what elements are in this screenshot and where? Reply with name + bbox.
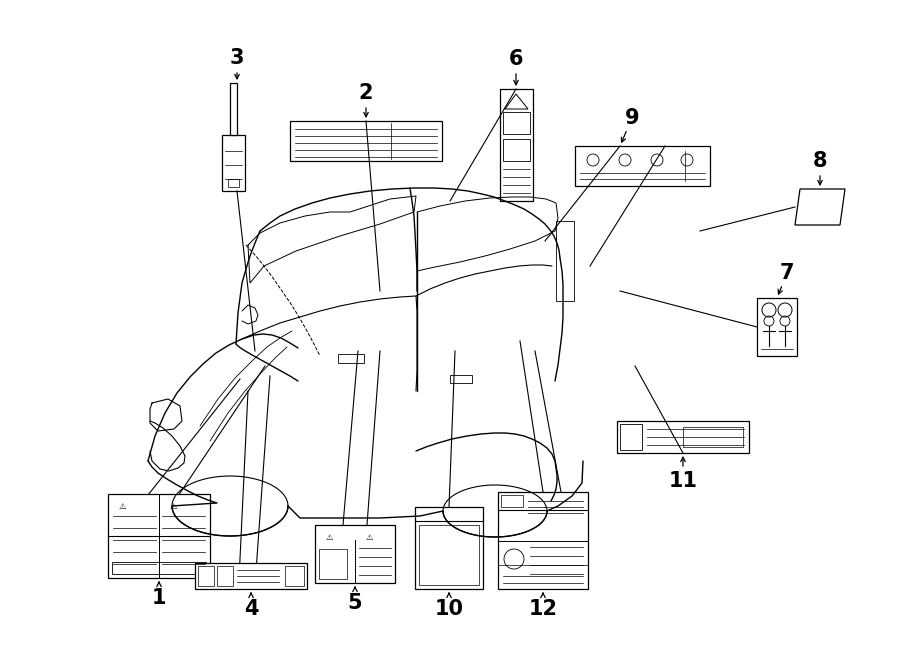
Text: 10: 10	[435, 599, 464, 619]
Text: 9: 9	[625, 108, 639, 128]
Bar	[620, 424, 642, 450]
Bar	[498, 492, 588, 589]
Bar	[338, 354, 364, 363]
Polygon shape	[795, 189, 845, 225]
Bar	[319, 549, 347, 579]
Text: ⚠: ⚠	[365, 533, 373, 541]
Bar	[285, 566, 304, 586]
Bar	[290, 121, 442, 161]
Bar	[757, 298, 797, 356]
Text: 11: 11	[669, 471, 698, 491]
Bar	[315, 525, 395, 583]
Bar	[230, 83, 237, 135]
Text: ⚠: ⚠	[169, 502, 176, 510]
Bar	[500, 89, 533, 201]
Text: 3: 3	[230, 48, 244, 68]
Bar	[683, 427, 743, 447]
Text: 12: 12	[528, 599, 557, 619]
Text: 6: 6	[508, 49, 523, 69]
Bar	[228, 179, 239, 187]
Text: 2: 2	[359, 83, 374, 103]
Text: 8: 8	[813, 151, 827, 171]
Bar	[450, 375, 472, 383]
Text: 4: 4	[244, 599, 258, 619]
Bar	[415, 507, 483, 589]
Bar	[217, 566, 233, 586]
Text: ⚠: ⚠	[325, 533, 333, 541]
Text: 1: 1	[152, 588, 166, 608]
Bar	[198, 566, 214, 586]
Text: 7: 7	[779, 263, 794, 283]
Text: ⚠: ⚠	[118, 502, 126, 510]
Bar	[617, 421, 749, 453]
Bar	[222, 135, 245, 191]
Bar	[108, 494, 210, 578]
Bar	[575, 146, 710, 186]
Bar	[556, 221, 574, 301]
Bar	[195, 563, 307, 589]
Bar	[112, 562, 206, 574]
Text: 5: 5	[347, 593, 363, 613]
Bar	[501, 495, 523, 507]
Bar	[503, 112, 530, 134]
Bar	[503, 139, 530, 161]
Bar	[419, 525, 479, 585]
Polygon shape	[505, 94, 528, 109]
